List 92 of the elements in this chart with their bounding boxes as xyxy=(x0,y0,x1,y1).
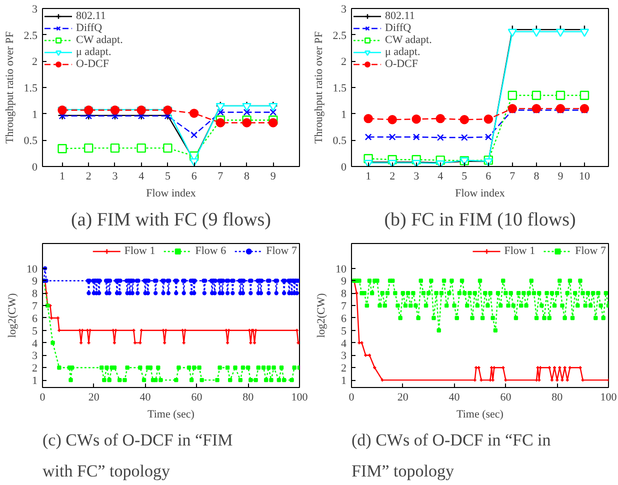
y-tick-label: 1 xyxy=(32,108,38,121)
legend-label: DiffQ xyxy=(76,22,102,34)
x-tick-label: 100 xyxy=(291,392,308,404)
x-tick-label: 0 xyxy=(40,392,46,404)
text: (b) FC in FIM (10 flows) xyxy=(384,210,576,230)
legend-label: Flow 1 xyxy=(124,245,156,257)
x-tick-label: 80 xyxy=(552,392,564,404)
x-tick-label: 5 xyxy=(164,170,171,182)
legend-label: Flow 6 xyxy=(195,245,226,257)
legend-label: μ adapt. xyxy=(385,46,420,58)
y-tick-label: 9 xyxy=(32,276,38,288)
text: (c) CWs of O-DCF in “FIM with FC” topology xyxy=(42,430,233,480)
x-tick-label: 4 xyxy=(138,170,145,182)
x-tick-label: 5 xyxy=(462,170,468,182)
legend-label: DiffQ xyxy=(385,22,412,34)
x-tick-label: 1 xyxy=(60,170,66,182)
x-tick-label: 60 xyxy=(191,392,203,404)
x-tick-label: 7 xyxy=(218,170,224,182)
legend-label: 802.11 xyxy=(385,10,415,22)
y-tick-label: 7 xyxy=(341,300,347,313)
y-tick-label: 8 xyxy=(32,288,38,300)
y-tick-label: 9 xyxy=(341,276,347,288)
y-tick-label: 2.5 xyxy=(332,30,347,42)
legend-label: O-DCF xyxy=(76,58,110,70)
legend-label: Flow 7 xyxy=(575,245,606,257)
x-tick-label: 60 xyxy=(500,392,512,404)
x-tick-label: 9 xyxy=(270,170,276,182)
y-tick-label: 1.5 xyxy=(332,82,347,94)
text: (a) FIM with FC (9 flows) xyxy=(70,210,272,230)
y-tick-label: 3 xyxy=(32,4,38,16)
x-axis-title: Time (sec) xyxy=(148,408,195,420)
y-tick-label: 1 xyxy=(341,375,346,388)
legend-label: 802.11 xyxy=(76,10,106,22)
x-tick-label: 40 xyxy=(448,392,460,404)
y-tick-label: 1.5 xyxy=(24,82,38,94)
x-tick-label: 8 xyxy=(244,170,250,182)
x-axis-title: Time (sec) xyxy=(456,408,504,420)
y-tick-label: 0 xyxy=(32,162,38,174)
y-tick-label: 3 xyxy=(341,350,347,362)
y-tick-label: 7 xyxy=(32,300,38,313)
legend-label: CW adapt. xyxy=(76,34,123,46)
x-tick-label: 0 xyxy=(348,392,355,404)
x-tick-label: 100 xyxy=(600,392,618,404)
x-tick-label: 1 xyxy=(366,170,372,182)
x-tick-label: 6 xyxy=(486,170,492,182)
y-axis-title: log2(CW) xyxy=(316,292,328,338)
x-tick-label: 9 xyxy=(558,170,564,182)
y-tick-label: 0.5 xyxy=(24,135,38,148)
x-tick-label: 8 xyxy=(534,170,540,182)
x-tick-label: 2 xyxy=(86,170,92,182)
x-tick-label: 20 xyxy=(88,392,100,404)
y-tick-label: 8 xyxy=(341,288,347,300)
y-tick-label: 3 xyxy=(341,4,347,16)
x-tick-label: 6 xyxy=(191,170,198,182)
y-tick-label: 5 xyxy=(32,325,38,338)
legend-label: Flow 1 xyxy=(504,245,536,257)
x-tick-label: 40 xyxy=(140,392,152,404)
y-tick-label: 2 xyxy=(32,362,38,375)
y-tick-label: 2 xyxy=(341,362,346,375)
x-tick-label: 3 xyxy=(112,170,118,182)
y-tick-label: 6 xyxy=(32,312,38,325)
text: (d) CWs of O-DCF in “FC in FIM” topology xyxy=(352,430,552,480)
y-tick-label: 10 xyxy=(26,263,38,276)
x-tick-label: 80 xyxy=(242,392,254,404)
x-tick-label: 2 xyxy=(390,170,396,182)
y-tick-label: 5 xyxy=(341,325,347,338)
y-tick-label: 2.5 xyxy=(24,30,38,42)
legend-label: μ adapt. xyxy=(76,46,112,58)
x-tick-label: 20 xyxy=(397,392,409,404)
legend-label: O-DCF xyxy=(385,58,418,70)
y-tick-label: 4 xyxy=(32,338,38,350)
y-tick-label: 2 xyxy=(341,56,346,68)
y-tick-label: 3 xyxy=(32,350,38,362)
y-tick-label: 6 xyxy=(341,312,347,325)
x-tick-label: 7 xyxy=(510,170,516,182)
x-tick-label: 4 xyxy=(438,170,444,182)
legend-label: CW adapt. xyxy=(385,34,432,46)
x-axis-title: Flow index xyxy=(146,188,196,200)
y-tick-label: 1 xyxy=(341,108,346,121)
y-tick-label: 1 xyxy=(32,375,38,388)
y-axis-title: Throughput ratio over PF xyxy=(4,31,16,144)
y-axis-title: Throughput ratio over PF xyxy=(312,31,325,144)
y-tick-label: 2 xyxy=(32,56,38,68)
y-tick-label: 10 xyxy=(336,263,347,276)
x-tick-label: 10 xyxy=(578,170,590,182)
y-tick-label: 0.5 xyxy=(332,135,347,148)
y-tick-label: 0 xyxy=(341,162,347,174)
y-tick-label: 4 xyxy=(341,338,347,350)
legend-label: Flow 7 xyxy=(266,245,297,257)
x-tick-label: 3 xyxy=(414,170,420,182)
y-axis-title: log2(CW) xyxy=(6,292,18,338)
x-axis-title: Flow index xyxy=(455,188,506,200)
